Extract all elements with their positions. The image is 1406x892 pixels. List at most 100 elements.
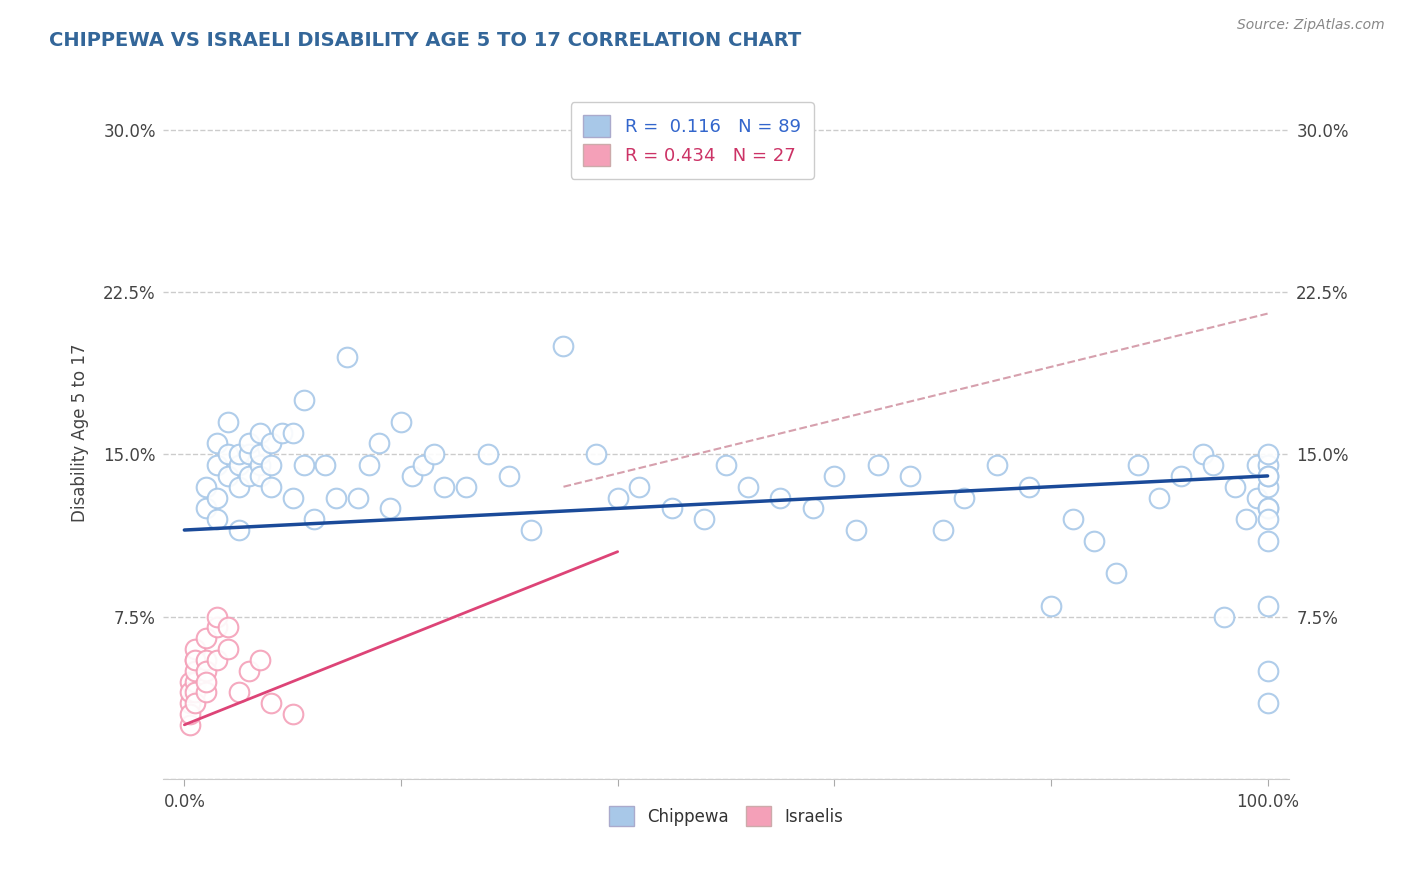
Point xyxy=(931,523,953,537)
Point xyxy=(1149,491,1171,505)
Point xyxy=(1246,491,1268,505)
Point xyxy=(412,458,434,472)
Point xyxy=(714,458,737,472)
Point xyxy=(693,512,716,526)
Point xyxy=(217,642,239,657)
Point xyxy=(228,523,250,537)
Point xyxy=(1257,533,1279,548)
Point xyxy=(1257,480,1279,494)
Point xyxy=(260,458,283,472)
Point xyxy=(184,664,207,678)
Point xyxy=(606,491,628,505)
Point xyxy=(195,632,218,646)
Point xyxy=(477,447,499,461)
Point xyxy=(314,458,336,472)
Point xyxy=(1257,501,1279,516)
Point xyxy=(238,447,260,461)
Point xyxy=(845,523,868,537)
Point xyxy=(184,653,207,667)
Point xyxy=(1257,501,1279,516)
Point xyxy=(292,393,315,408)
Point xyxy=(249,458,271,472)
Point xyxy=(249,447,271,461)
Point xyxy=(205,653,228,667)
Point xyxy=(389,415,412,429)
Point xyxy=(553,339,575,353)
Point xyxy=(401,469,423,483)
Point xyxy=(217,469,239,483)
Point xyxy=(195,653,218,667)
Point xyxy=(205,512,228,526)
Point xyxy=(281,706,304,721)
Point xyxy=(195,664,218,678)
Point xyxy=(737,480,759,494)
Point xyxy=(1223,480,1246,494)
Point xyxy=(801,501,824,516)
Point xyxy=(205,609,228,624)
Point xyxy=(179,696,201,710)
Point xyxy=(433,480,456,494)
Point xyxy=(357,458,380,472)
Point xyxy=(179,706,201,721)
Point xyxy=(1018,480,1040,494)
Point xyxy=(986,458,1008,472)
Point xyxy=(1213,609,1236,624)
Point xyxy=(1257,469,1279,483)
Point xyxy=(228,458,250,472)
Point xyxy=(520,523,543,537)
Point xyxy=(1257,447,1279,461)
Point xyxy=(195,501,218,516)
Point xyxy=(238,469,260,483)
Point xyxy=(195,685,218,699)
Y-axis label: Disability Age 5 to 17: Disability Age 5 to 17 xyxy=(72,343,89,522)
Point xyxy=(1257,664,1279,678)
Point xyxy=(260,436,283,450)
Point xyxy=(498,469,520,483)
Point xyxy=(249,425,271,440)
Point xyxy=(1257,512,1279,526)
Point xyxy=(1257,469,1279,483)
Point xyxy=(238,664,260,678)
Point xyxy=(346,491,368,505)
Point xyxy=(249,469,271,483)
Point xyxy=(228,685,250,699)
Point xyxy=(249,653,271,667)
Point xyxy=(292,458,315,472)
Point xyxy=(304,512,326,526)
Point xyxy=(1202,458,1225,472)
Point xyxy=(179,718,201,732)
Point xyxy=(260,696,283,710)
Point xyxy=(454,480,477,494)
Legend: Chippewa, Israelis: Chippewa, Israelis xyxy=(602,799,849,833)
Point xyxy=(184,653,207,667)
Point xyxy=(1039,599,1062,613)
Point xyxy=(1083,533,1105,548)
Point xyxy=(1126,458,1149,472)
Point xyxy=(179,685,201,699)
Point xyxy=(1234,512,1257,526)
Point xyxy=(238,436,260,450)
Point xyxy=(898,469,921,483)
Point xyxy=(661,501,683,516)
Point xyxy=(195,480,218,494)
Point xyxy=(953,491,976,505)
Point xyxy=(1257,458,1279,472)
Point xyxy=(325,491,347,505)
Point xyxy=(205,491,228,505)
Point xyxy=(1257,599,1279,613)
Point xyxy=(184,674,207,689)
Point xyxy=(184,696,207,710)
Point xyxy=(281,491,304,505)
Point xyxy=(823,469,845,483)
Point xyxy=(585,447,607,461)
Point xyxy=(281,425,304,440)
Point xyxy=(380,501,402,516)
Point xyxy=(195,674,218,689)
Point xyxy=(368,436,391,450)
Point xyxy=(1257,696,1279,710)
Point xyxy=(1191,447,1213,461)
Point xyxy=(769,491,792,505)
Point xyxy=(228,447,250,461)
Point xyxy=(184,642,207,657)
Point xyxy=(1246,458,1268,472)
